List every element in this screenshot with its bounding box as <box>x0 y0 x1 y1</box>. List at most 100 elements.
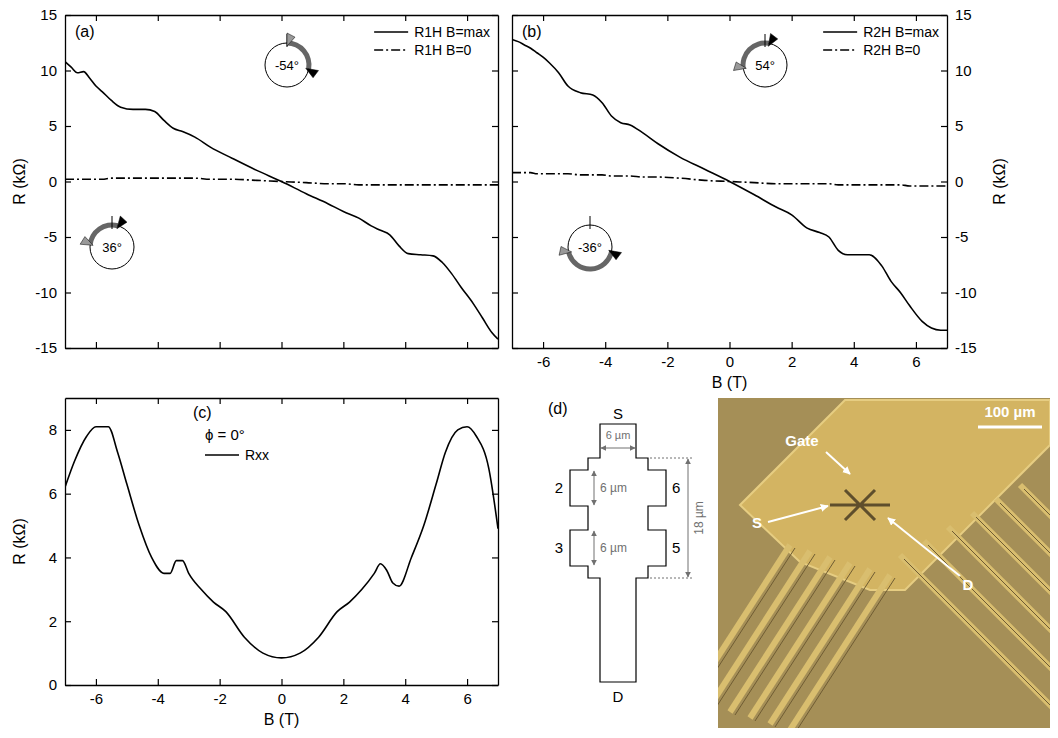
panel-label: (d) <box>548 400 568 417</box>
tick-mark <box>65 685 71 686</box>
icon-reference <box>765 34 766 47</box>
icon-flag <box>768 33 777 46</box>
arrow <box>594 531 595 565</box>
device <box>830 490 890 520</box>
guide-line <box>650 458 694 459</box>
angle-icon: -36° <box>559 216 621 271</box>
x-axis <box>66 342 499 349</box>
x-axis-title: B (T) <box>264 711 300 728</box>
tick-mark <box>792 15 793 21</box>
tick-mark <box>281 398 282 404</box>
tick: -4 <box>599 342 612 370</box>
tick-mark <box>492 494 498 495</box>
tick-mark <box>941 348 947 349</box>
panel: -6-4-20246-15-10-5051015B (T)R (kΩ)(b)R2… <box>512 6 1008 391</box>
arrow <box>768 506 828 522</box>
dimension-label: 6 µm <box>600 481 627 495</box>
angle-icon: 36° <box>80 216 134 269</box>
icon-flag <box>287 33 295 46</box>
tick-mark <box>405 398 406 404</box>
tick-mark <box>220 342 221 348</box>
legend-item: R2H B=0 <box>823 42 920 58</box>
arrow <box>888 518 960 576</box>
tick <box>492 621 498 622</box>
tick: 10 <box>40 62 71 79</box>
arrow <box>826 452 850 474</box>
tick-label: -2 <box>661 353 674 370</box>
tick <box>492 430 498 431</box>
tick-mark <box>543 342 544 348</box>
photo-label: Gate <box>785 432 818 449</box>
y-axis-title: R (kΩ) <box>11 158 28 205</box>
y-axis-left: -15-10-5051015 <box>35 6 71 356</box>
panel: -6-4-2024602468B (T)R (kΩ)(c)Rxxϕ = 0° <box>11 398 499 728</box>
tick-mark <box>343 679 344 685</box>
tick-label: 2 <box>340 690 348 707</box>
tick <box>512 182 518 183</box>
tick <box>467 398 468 404</box>
figure: -15-10-5051015R (kΩ)(a)R1H B=maxR1H B=0-… <box>0 0 1058 738</box>
tick-label: 0 <box>49 676 57 693</box>
tick-mark <box>158 15 159 21</box>
icon-reference <box>590 216 591 229</box>
icon-flag <box>733 62 746 71</box>
dimension-label: 18 µm <box>692 501 706 535</box>
axis-line <box>66 348 499 349</box>
tick <box>343 15 344 21</box>
lead-edge <box>755 566 855 721</box>
tick-label: 15 <box>955 6 972 23</box>
tick-mark <box>281 342 282 348</box>
photo-label: S <box>752 514 762 531</box>
tick-label: -4 <box>599 353 612 370</box>
scale-bar-label: 100 µm <box>984 403 1035 420</box>
lead-edge <box>952 531 1050 691</box>
tick <box>492 494 498 495</box>
tick-label: -15 <box>955 339 977 356</box>
dimension-label: 6 µm <box>600 541 627 555</box>
tick <box>605 15 606 21</box>
contact-label: 5 <box>672 539 680 556</box>
lead-edge <box>1024 489 1050 649</box>
tick <box>792 15 793 21</box>
tick-label: 6 <box>463 690 471 707</box>
tick-mark <box>65 237 71 238</box>
tick: 15 <box>941 6 972 23</box>
tick-mark <box>916 15 917 21</box>
tick-label: 2 <box>49 613 57 630</box>
tick-mark <box>65 348 71 349</box>
tick <box>158 15 159 21</box>
tick-mark <box>512 70 518 71</box>
tick: -2 <box>661 342 674 370</box>
tick: 5 <box>49 117 71 134</box>
tick <box>512 293 518 294</box>
arrow <box>688 459 689 577</box>
panel: -15-10-5051015R (kΩ)(a)R1H B=maxR1H B=0-… <box>11 6 499 356</box>
tick: -6 <box>537 342 550 370</box>
legend-label: Rxx <box>245 447 269 463</box>
legend-swatch <box>205 454 239 456</box>
tick-mark <box>512 126 518 127</box>
tick-mark <box>941 70 947 71</box>
lead-edge <box>904 559 1050 719</box>
lead <box>900 555 1050 715</box>
lead <box>972 513 1050 673</box>
tick: 8 <box>49 421 71 438</box>
lead <box>790 575 890 728</box>
tick: 0 <box>278 679 286 707</box>
hall-bar <box>570 424 666 682</box>
y-axis-title: R (kΩ) <box>991 158 1008 205</box>
tick-mark <box>467 15 468 21</box>
legend-label: R1H B=max <box>414 24 490 40</box>
tick <box>492 15 498 16</box>
tick: -15 <box>35 339 71 356</box>
icon-flag <box>609 250 622 259</box>
legend-item: Rxx <box>205 447 269 463</box>
y-axis-left: 02468 <box>49 399 71 694</box>
tick: 10 <box>941 62 972 79</box>
dimension-label: 6 µm <box>606 429 631 441</box>
tick-mark <box>65 621 71 622</box>
axis-line <box>498 399 499 686</box>
tick: 5 <box>941 117 963 134</box>
tick <box>730 15 731 21</box>
tick-label: 5 <box>955 117 963 134</box>
